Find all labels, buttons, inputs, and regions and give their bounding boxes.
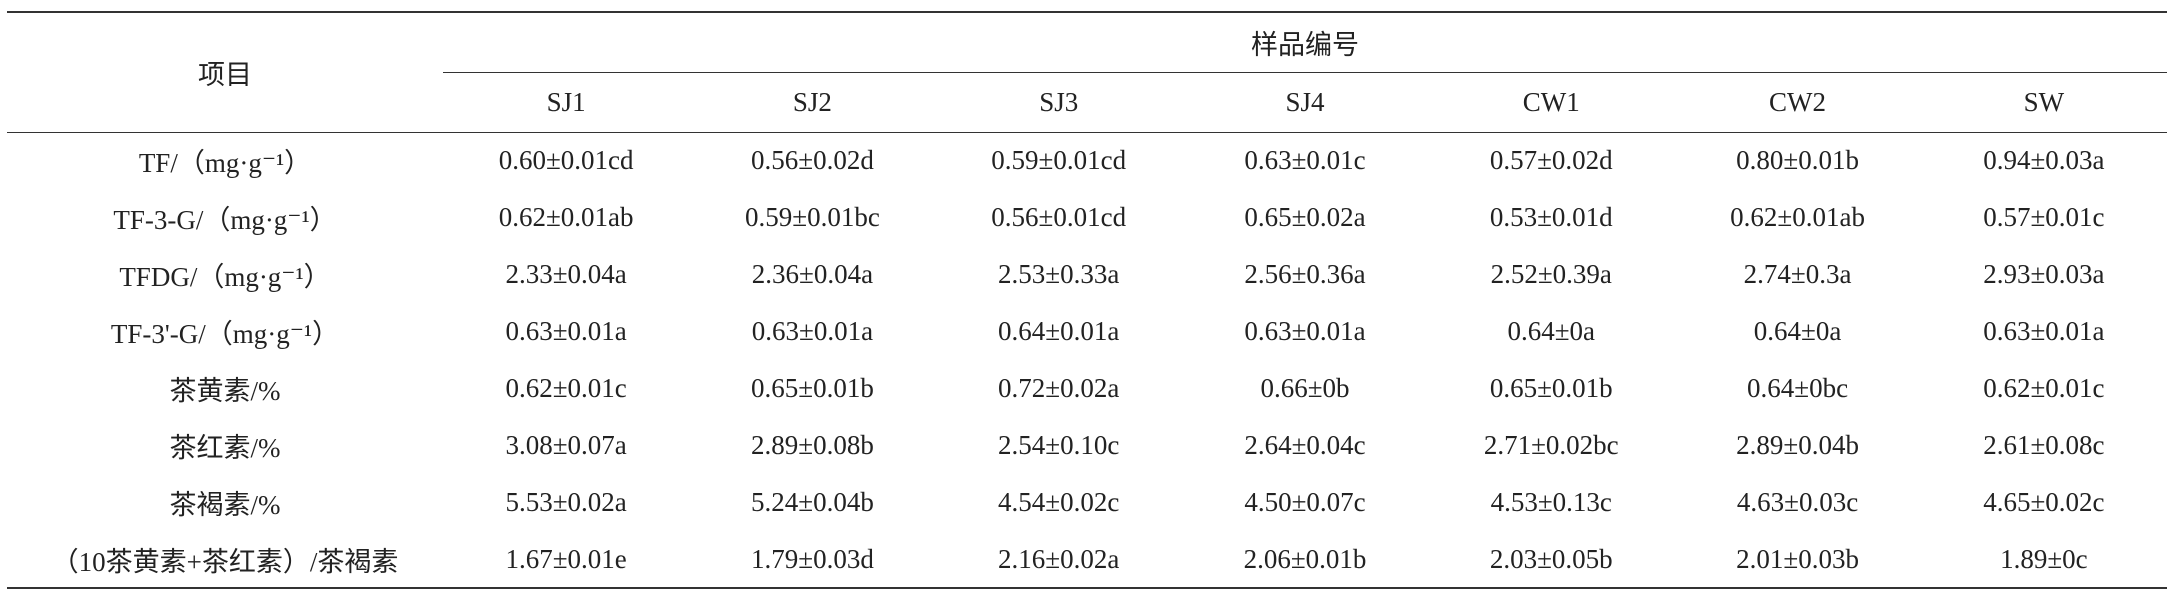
cell: 2.36±0.04a bbox=[751, 259, 874, 289]
cell: 0.80±0.01b bbox=[1736, 145, 1859, 176]
cell: 0.62±0.01c bbox=[1983, 373, 2105, 403]
cell: 0.65±0.01b bbox=[1489, 373, 1613, 403]
sample-header: CW1 bbox=[1428, 72, 1675, 133]
cell: 3.08±0.07a bbox=[505, 430, 627, 460]
table-row: TF-3-G/（mg·g⁻¹） 0.62±0.01ab 0.59±0.01bc 0.5… bbox=[7, 189, 2167, 246]
cell: 0.63±0.01a bbox=[751, 316, 874, 346]
item-header: 项目 bbox=[7, 11, 443, 133]
cell: 4.65±0.02c bbox=[1983, 487, 2105, 517]
cell: 0.57±0.01c bbox=[1983, 202, 2105, 232]
table-body: TF/（mg·g⁻¹） 0.60±0.01cd 0.56±0.02d 0.59±0.0… bbox=[7, 132, 2167, 589]
cell: 0.56±0.02d bbox=[751, 145, 874, 176]
table-row: TF/（mg·g⁻¹） 0.60±0.01cd 0.56±0.02d 0.59±0.0… bbox=[7, 132, 2167, 189]
header-row: SJ1 SJ2 SJ3 SJ4 CW1 CW2 SW bbox=[7, 72, 2167, 133]
cell: 0.64±0a bbox=[1753, 316, 1842, 346]
cell: 2.53±0.33a bbox=[998, 259, 1120, 289]
cell: 0.59±0.01bc bbox=[745, 202, 880, 232]
table-row: 茶红素/% 3.08±0.07a 2.89±0.08b 2.54±0.10c 2.64±… bbox=[7, 417, 2167, 474]
header-row: 项目 样品编号 bbox=[7, 11, 2167, 133]
cell: 2.01±0.03b bbox=[1674, 531, 1921, 589]
cell: 0.56±0.01cd bbox=[991, 202, 1127, 232]
cell: 2.54±0.10c bbox=[998, 430, 1120, 460]
cell: 0.64±0bc bbox=[1747, 373, 1849, 403]
cell: 0.57±0.02d bbox=[1489, 145, 1613, 176]
cell: 4.63±0.03c bbox=[1736, 487, 1859, 517]
row-label: 茶褐素/% bbox=[169, 490, 281, 520]
cell: 0.65±0.01b bbox=[751, 373, 874, 403]
cell: 1.79±0.03d bbox=[689, 531, 936, 589]
cell: 0.60±0.01cd bbox=[498, 145, 634, 176]
cell: 0.64±0.01a bbox=[998, 316, 1120, 346]
cell: 2.64±0.04c bbox=[1244, 430, 1366, 460]
cell: 2.71±0.02bc bbox=[1483, 430, 1619, 460]
table-row: TF-3'-G/（mg·g⁻¹） 0.63±0.01a 0.63±0.01a 0.64… bbox=[7, 303, 2167, 360]
cell: 0.66±0b bbox=[1260, 373, 1350, 403]
row-label: 茶黄素/% bbox=[169, 376, 281, 406]
cell: 2.74±0.3a bbox=[1743, 259, 1852, 289]
cell: 2.89±0.04b bbox=[1736, 430, 1859, 460]
table-row: TFDG/（mg·g⁻¹） 2.33±0.04a 2.36±0.04a 2.53±0.… bbox=[7, 246, 2167, 303]
table-row: 茶褐素/% 5.53±0.02a 5.24±0.04b 4.54±0.02c 4.50±… bbox=[7, 474, 2167, 531]
group-header: 样品编号 bbox=[443, 11, 2167, 73]
table-row: （10茶黄素+茶红素）/茶褐素 1.67±0.01e 1.79±0.03d 2.16±… bbox=[7, 531, 2167, 589]
cell: 0.59±0.01cd bbox=[991, 145, 1127, 176]
row-label: TF-3-G/（mg·g⁻¹） bbox=[113, 205, 337, 235]
table-row: 茶黄素/% 0.62±0.01c 0.65±0.01b 0.72±0.02a 0.66±… bbox=[7, 360, 2167, 417]
cell: 4.53±0.13c bbox=[1490, 487, 1612, 517]
cell: 2.06±0.01b bbox=[1181, 531, 1429, 589]
cell: 2.03±0.05b bbox=[1428, 531, 1675, 589]
cell: 2.89±0.08b bbox=[751, 430, 874, 460]
row-label: 茶红素/% bbox=[169, 433, 281, 463]
cell: 2.56±0.36a bbox=[1244, 259, 1366, 289]
sample-header: SJ4 bbox=[1181, 72, 1429, 133]
cell: 0.53±0.01d bbox=[1489, 202, 1613, 232]
cell: 2.33±0.04a bbox=[505, 259, 627, 289]
row-label: TFDG/（mg·g⁻¹） bbox=[119, 262, 331, 292]
cell: 0.62±0.01ab bbox=[498, 202, 634, 232]
row-label: TF/（mg·g⁻¹） bbox=[138, 148, 312, 179]
cell: 2.61±0.08c bbox=[1983, 430, 2105, 460]
cell: 0.63±0.01a bbox=[1983, 316, 2105, 346]
cell: 1.67±0.01e bbox=[443, 531, 690, 589]
cell: 0.72±0.02a bbox=[998, 373, 1120, 403]
cell: 0.64±0a bbox=[1507, 316, 1596, 346]
sample-header: SJ2 bbox=[689, 72, 936, 133]
cell: 0.94±0.03a bbox=[1983, 145, 2105, 176]
cell: 4.54±0.02c bbox=[998, 487, 1120, 517]
cell: 5.53±0.02a bbox=[505, 487, 627, 517]
cell: 0.65±0.02a bbox=[1244, 202, 1366, 232]
cell: 5.24±0.04b bbox=[751, 487, 874, 517]
cell: 0.63±0.01a bbox=[505, 316, 627, 346]
row-label: TF-3'-G/（mg·g⁻¹） bbox=[110, 319, 340, 349]
table-header: 项目 样品编号 SJ1 SJ2 SJ3 SJ4 CW1 CW2 SW bbox=[7, 11, 2167, 133]
row-label: （10茶黄素+茶红素）/茶褐素 bbox=[7, 531, 443, 589]
sample-header: SJ3 bbox=[935, 72, 1182, 133]
cell: 0.62±0.01ab bbox=[1730, 202, 1865, 232]
cell: 2.93±0.03a bbox=[1983, 259, 2105, 289]
cell: 2.16±0.02a bbox=[935, 531, 1182, 589]
sample-header: SJ1 bbox=[443, 72, 690, 133]
cell: 0.62±0.01c bbox=[505, 373, 627, 403]
sample-header: CW2 bbox=[1674, 72, 1921, 133]
sample-header: SW bbox=[1920, 72, 2167, 133]
data-table: 项目 样品编号 SJ1 SJ2 SJ3 SJ4 CW1 CW2 SW TF/（mg·g⁻¹）… bbox=[7, 11, 2167, 589]
cell: 1.89±0c bbox=[1920, 531, 2167, 589]
cell: 0.63±0.01a bbox=[1244, 316, 1366, 346]
cell: 2.52±0.39a bbox=[1490, 259, 1612, 289]
cell: 4.50±0.07c bbox=[1244, 487, 1366, 517]
cell: 0.63±0.01c bbox=[1244, 145, 1366, 176]
